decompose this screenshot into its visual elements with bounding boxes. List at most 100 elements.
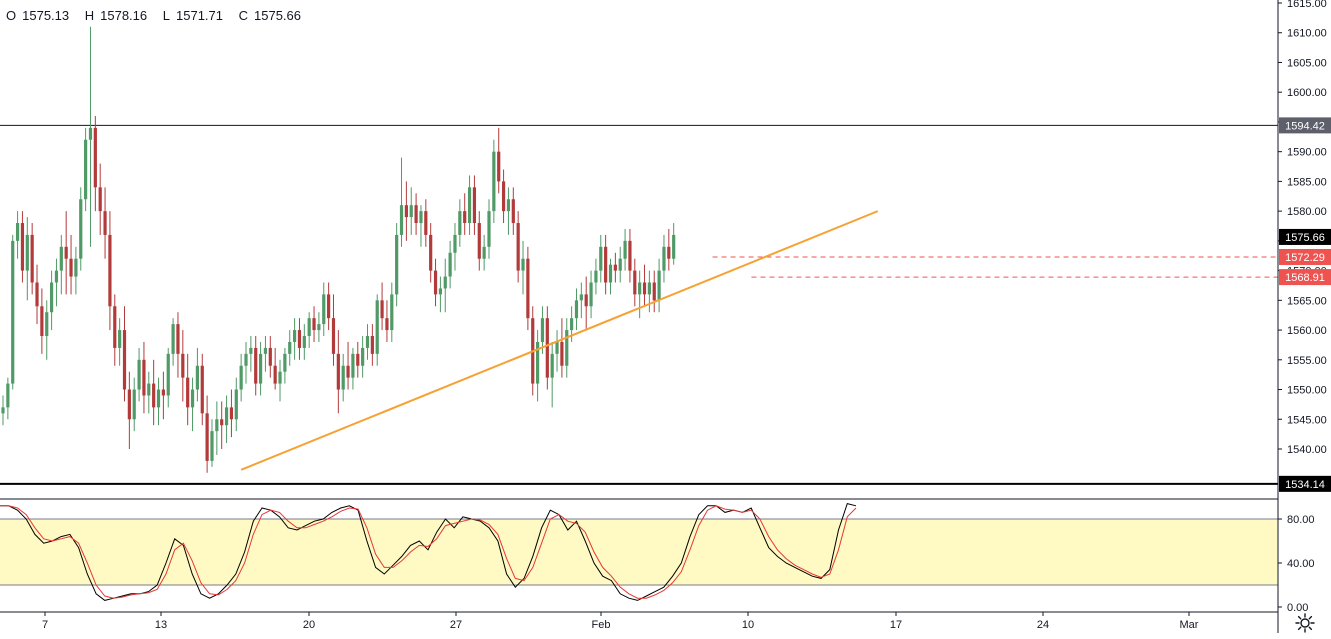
candle-body	[327, 294, 331, 319]
candle-body	[224, 407, 229, 426]
candle-body	[40, 306, 44, 337]
candle-body	[11, 240, 15, 384]
candle-body	[166, 353, 170, 396]
candle-body	[594, 270, 598, 283]
time-tick-label: 20	[303, 619, 315, 631]
candle-body	[458, 211, 462, 235]
time-tick-label: 10	[742, 619, 754, 631]
candle-body	[628, 240, 632, 271]
candle-body	[633, 270, 637, 295]
candle-body	[540, 318, 545, 342]
settings-gear-icon[interactable]	[1294, 612, 1316, 634]
candle-body	[297, 330, 302, 348]
candle-body	[385, 318, 389, 331]
candle-body	[50, 282, 54, 313]
candle-body	[6, 383, 10, 408]
candle-body	[618, 258, 622, 271]
candle-body	[565, 330, 569, 366]
candle-body	[511, 199, 515, 224]
stoch-tick-label: 40.00	[1287, 558, 1315, 570]
candle-body	[341, 365, 345, 390]
candle-body	[258, 353, 263, 384]
candle-body	[190, 389, 195, 408]
candle-body	[414, 205, 418, 224]
candle-body	[570, 318, 574, 331]
horizontal-levels[interactable]	[0, 124, 1278, 485]
price-label-text: 1572.29	[1285, 252, 1325, 264]
candle-body	[506, 199, 511, 212]
price-label-text: 1568.91	[1285, 272, 1325, 284]
candle-body	[642, 282, 647, 295]
price-tick-label: 1600.00	[1287, 87, 1327, 99]
candle-body	[122, 330, 127, 390]
candle-body	[521, 258, 525, 271]
candle-body	[181, 353, 185, 378]
candle-body	[589, 282, 593, 307]
candle-body	[322, 294, 326, 325]
candle-body	[608, 264, 613, 283]
price-label-box	[1279, 117, 1331, 134]
candle-body	[419, 211, 423, 224]
candle-body	[171, 324, 175, 354]
candle-body	[443, 276, 447, 289]
candle-body	[647, 282, 651, 295]
candle-body	[54, 270, 59, 283]
candle-body	[409, 205, 413, 218]
candle-body	[395, 234, 399, 295]
candle-body	[25, 234, 29, 271]
candle-body	[579, 294, 583, 301]
time-tick-label: 13	[155, 619, 167, 631]
price-tick-label: 1560.00	[1287, 325, 1327, 337]
candle-body	[438, 288, 442, 295]
candle-body	[93, 127, 97, 188]
stoch-tick-label: 80.00	[1287, 514, 1315, 526]
candle-body	[20, 223, 25, 271]
time-tick-label: 27	[450, 619, 462, 631]
price-label-box	[1279, 248, 1331, 265]
candle-body	[69, 258, 73, 277]
price-label-text: 1594.42	[1285, 120, 1325, 132]
candle-body	[638, 282, 642, 295]
candle-body	[244, 353, 248, 366]
candle-body	[103, 211, 107, 235]
candle-body	[132, 389, 136, 420]
candle-body	[477, 223, 481, 259]
candle-body	[560, 341, 564, 366]
candle-body	[283, 353, 287, 372]
candle-body	[147, 383, 151, 396]
candle-body	[59, 246, 63, 271]
price-tick-label: 1540.00	[1287, 444, 1327, 456]
time-tick-label: Mar	[1180, 619, 1199, 631]
candle-body	[79, 199, 83, 259]
candle-body	[545, 318, 549, 378]
candle-body	[113, 306, 117, 348]
candle-body	[220, 419, 224, 426]
stochastic-d-line	[0, 505, 857, 599]
stochastic-band	[0, 518, 1278, 586]
trendline-layer[interactable]	[240, 210, 879, 471]
candle-body	[404, 205, 408, 218]
candlestick-series	[1, 26, 676, 473]
candle-body	[657, 270, 661, 301]
candle-body	[555, 341, 559, 354]
price-label-box	[1279, 475, 1331, 492]
candle-body	[623, 240, 627, 259]
candle-body	[613, 264, 617, 271]
candle-body	[15, 223, 20, 241]
candle-body	[161, 389, 165, 396]
candle-body	[288, 341, 292, 354]
candle-body	[574, 300, 579, 319]
candle-body	[336, 353, 340, 390]
time-tick-label: Feb	[592, 619, 611, 631]
candle-body	[463, 211, 467, 224]
candle-body	[652, 282, 656, 301]
price-tick-label: 1565.00	[1287, 295, 1327, 307]
candle-body	[487, 211, 491, 247]
candle-body	[254, 347, 258, 384]
ohlc-legend: O 1575.13 H 1578.16 L 1571.71 C 1575.66	[6, 8, 313, 23]
time-tick-label: 7	[42, 619, 48, 631]
price-tick-label: 1605.00	[1287, 57, 1327, 69]
price-labels: 1594.42 1575.66 1572.29 1568.91 1534.14	[1279, 117, 1331, 492]
candle-body	[263, 347, 268, 354]
